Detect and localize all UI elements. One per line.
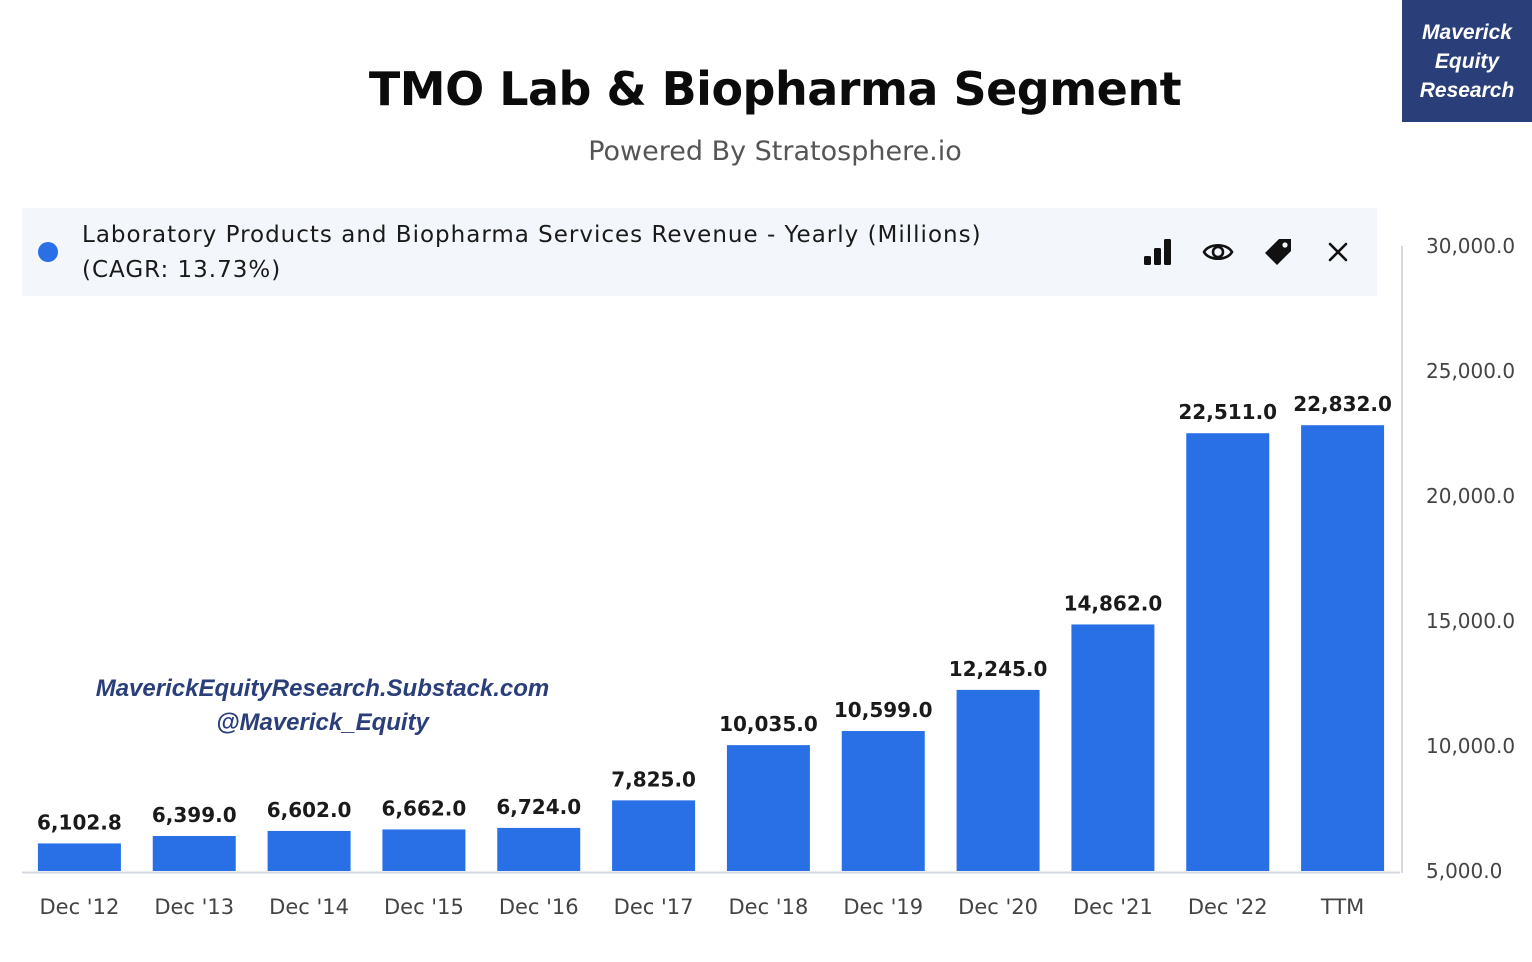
bar-chart-icon [1144, 239, 1171, 265]
watermark: MaverickEquityResearch.Substack.com @Mav… [60, 672, 585, 740]
x-tick-label: Dec '20 [958, 895, 1038, 919]
x-tick-label: Dec '17 [614, 895, 694, 919]
tag-icon [1265, 239, 1291, 265]
bar [841, 731, 925, 871]
x-tick-label: Dec '14 [269, 895, 349, 919]
bar-value-label: 7,825.0 [611, 767, 696, 791]
bar-value-label: 12,245.0 [949, 657, 1048, 681]
brand-line: Maverick [1422, 20, 1512, 44]
eye-icon [1202, 243, 1234, 261]
bar-value-label: 6,102.8 [37, 810, 122, 834]
bar [726, 745, 810, 871]
bar [37, 843, 121, 871]
bar-value-label: 6,399.0 [152, 803, 237, 827]
bar [1301, 425, 1385, 871]
bar-value-label: 6,724.0 [496, 795, 581, 819]
legend-series-dot [38, 242, 58, 262]
x-tick-label: Dec '22 [1188, 895, 1268, 919]
y-tick-label: 30,000.0 [1426, 234, 1515, 258]
x-tick-label: Dec '19 [843, 895, 923, 919]
bar [152, 836, 236, 871]
bar-value-label: 10,035.0 [719, 712, 818, 736]
x-tick-label: Dec '13 [154, 895, 234, 919]
y-tick-label: 5,000.0 [1426, 859, 1502, 883]
bar-value-label: 6,602.0 [267, 798, 352, 822]
legend-series-label[interactable]: Laboratory Products and Biopharma Servic… [82, 218, 1062, 288]
x-tick-label: Dec '18 [729, 895, 809, 919]
x-tick-label: Dec '16 [499, 895, 579, 919]
legend-series-cagr: (CAGR: 13.73%) [82, 257, 282, 283]
legend-series-name: Laboratory Products and Biopharma Servic… [82, 222, 982, 248]
y-tick-label: 20,000.0 [1426, 484, 1515, 508]
chart-type-button[interactable] [1139, 232, 1177, 272]
bar [267, 830, 351, 871]
watermark-site: MaverickEquityResearch.Substack.com [95, 675, 550, 702]
legend-panel: Laboratory Products and Biopharma Servic… [22, 208, 1377, 296]
bar [956, 689, 1040, 871]
bar [1186, 433, 1270, 871]
remove-series-button[interactable] [1319, 232, 1357, 272]
chart-title: TMO Lab & Biopharma Segment [368, 62, 1182, 116]
bar-value-label: 6,662.0 [382, 796, 467, 820]
brand-line: Equity [1434, 49, 1500, 73]
bar [382, 829, 466, 871]
x-tick-label: TTM [1320, 895, 1364, 919]
legend-actions [1139, 232, 1357, 272]
y-tick-label: 25,000.0 [1426, 359, 1515, 383]
bar-value-label: 22,832.0 [1293, 392, 1392, 416]
brand-line: Research [1419, 78, 1515, 102]
chart-subtitle: Powered By Stratosphere.io [588, 136, 962, 167]
toggle-labels-button[interactable] [1259, 232, 1297, 272]
y-tick-label: 15,000.0 [1426, 609, 1515, 633]
toggle-visibility-button[interactable] [1199, 232, 1237, 272]
watermark-handle: @Maverick_Equity [216, 709, 429, 736]
bar [497, 827, 581, 871]
brand-badge: Maverick Equity Research [1402, 0, 1532, 122]
x-tick-label: Dec '21 [1073, 895, 1153, 919]
bar-value-label: 14,862.0 [1064, 591, 1163, 615]
bar-value-label: 10,599.0 [834, 698, 933, 722]
close-icon [1328, 242, 1348, 262]
x-tick-label: Dec '12 [40, 895, 120, 919]
bar [1071, 624, 1155, 871]
bar-value-label: 22,511.0 [1178, 400, 1277, 424]
y-tick-label: 10,000.0 [1426, 734, 1515, 758]
x-tick-label: Dec '15 [384, 895, 464, 919]
bar [612, 800, 696, 871]
